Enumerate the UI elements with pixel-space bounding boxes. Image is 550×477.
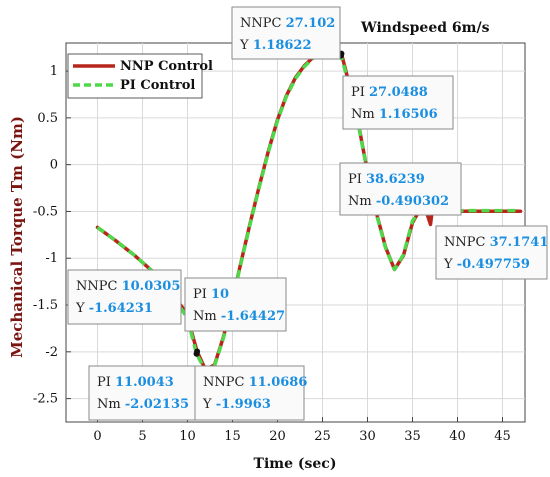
datatip-value-1: 10.0305 [122,279,181,294]
datatip-label-2: Nm [351,107,379,122]
datatip-row-2: Y 1.18622 [239,38,312,53]
datatip-value-1: 27.0488 [369,85,428,100]
datatip-label-1: NNPC [76,279,122,294]
datatip: NNPC 27.102 Y 1.18622 [231,6,341,60]
y-tick-label: 1 [50,64,58,79]
datatip-value-2: 1.16506 [379,107,438,122]
datatip-label-1: NNPC [444,235,490,250]
legend: NNP Control PI Control [67,53,213,99]
datatip-row-1: NNPC 11.0686 [203,375,307,390]
datatip-label-2: Nm [348,194,376,209]
x-axis-label: Time (sec) [254,456,337,472]
x-tick-label: 35 [404,429,421,444]
datatip-value-1: 27.102 [286,16,336,31]
datatip-row-2: Y -1.64231 [75,301,153,316]
x-tick-label: 5 [138,429,146,444]
x-tick-label: 30 [359,429,376,444]
datatip-value-1: 37.1741 [490,235,549,250]
x-tick-label: 45 [494,429,511,444]
y-tick-label: 0.5 [37,111,58,126]
datatip-value-2: 1.18622 [253,38,312,53]
datatip-row-1: NNPC 37.1741 [444,235,548,250]
datatip-label-1: NNPC [240,16,286,31]
datatip-label-2: Y [202,397,216,412]
datatip-row-2: Y -1.9963 [202,397,271,412]
y-axis-ticks: 1 0.5 0 -0.5 -1 -1.5 -2 -2.5 [33,64,71,407]
datatip-row-1: NNPC 27.102 [240,16,335,31]
y-tick-label: 0 [50,158,58,173]
legend-box [67,53,203,99]
datatip-row-1: PI 38.6239 [348,172,425,187]
datatip-row-1: PI 10 [193,287,229,302]
datatip: PI 38.6239 Nm -0.490302 [339,162,462,216]
datatip-label-2: Nm [97,397,125,412]
datatip-label-1: PI [97,375,115,390]
chart-title: Windspeed 6m/s [360,20,490,36]
legend-label-pi: PI Control [120,78,195,93]
datatip-marker [194,348,201,355]
datatip-label-1: NNPC [203,375,249,390]
x-tick-label: 20 [269,429,286,444]
datatip-row-2: Nm -2.02135 [97,397,189,412]
datatip-value-2: -1.64427 [221,309,285,324]
datatip-label-2: Y [239,38,253,53]
y-tick-label: -2 [45,345,58,360]
datatip: NNPC 10.0305 Y -1.64231 [67,269,182,325]
datatip-row-2: Nm 1.16506 [351,107,438,122]
datatip-value-1: 10 [211,287,229,302]
datatip-value-2: -1.9963 [216,397,271,412]
datatip-box [194,365,305,421]
datatip-row-1: NNPC 10.0305 [76,279,180,294]
datatip-box [342,75,454,130]
datatip-value-2: -2.02135 [125,397,189,412]
datatip-value-2: -0.490302 [376,194,449,209]
datatips: NNPC 27.102 Y 1.18622 PI 27.0488 Nm 1.16506… [67,6,548,421]
datatip-box [339,162,462,216]
y-axis-label: Mechanical Torque Tm (Nm) [8,116,26,358]
datatip-label-1: PI [351,85,369,100]
datatip-label-2: Y [443,257,457,272]
datatip-label-2: Nm [193,309,221,324]
datatip: PI 27.0488 Nm 1.16506 [342,75,454,130]
datatip-row-1: PI 27.0488 [351,85,428,100]
x-tick-label: 10 [179,429,196,444]
datatip-box [67,269,182,325]
x-tick-label: 25 [314,429,331,444]
datatip-row-2: Nm -0.490302 [348,194,449,209]
datatip: NNPC 11.0686 Y -1.9963 [194,365,307,421]
datatip-row-1: PI 11.0043 [97,375,174,390]
x-axis-ticks: 0 5 10 15 20 25 30 35 40 45 [93,417,511,444]
datatip-value-2: -0.497759 [457,257,530,272]
datatip-value-2: -1.64231 [89,301,153,316]
datatip-value-1: 38.6239 [366,172,425,187]
datatip-box [184,277,287,332]
datatip-value-1: 11.0043 [115,375,174,390]
datatip-box [231,6,341,60]
y-tick-label: -1 [45,251,58,266]
x-tick-label: 15 [224,429,241,444]
datatip-box [435,225,548,280]
datatip: NNPC 37.1741 Y -0.497759 [435,225,548,280]
y-tick-label: -0.5 [33,204,58,219]
datatip-label-1: PI [193,287,211,302]
datatip-row-2: Y -0.497759 [443,257,530,272]
datatip-label-1: PI [348,172,366,187]
datatip-label-2: Y [75,301,89,316]
y-tick-label: -2.5 [33,392,58,407]
datatip: PI 10 Nm -1.64427 [184,277,287,332]
datatip-value-1: 11.0686 [249,375,308,390]
y-tick-label: -1.5 [33,298,58,313]
x-tick-label: 0 [93,429,101,444]
datatip-row-2: Nm -1.64427 [193,309,285,324]
legend-label-nnp: NNP Control [120,59,213,74]
datatip: PI 11.0043 Nm -2.02135 [88,365,199,421]
x-tick-label: 40 [449,429,466,444]
